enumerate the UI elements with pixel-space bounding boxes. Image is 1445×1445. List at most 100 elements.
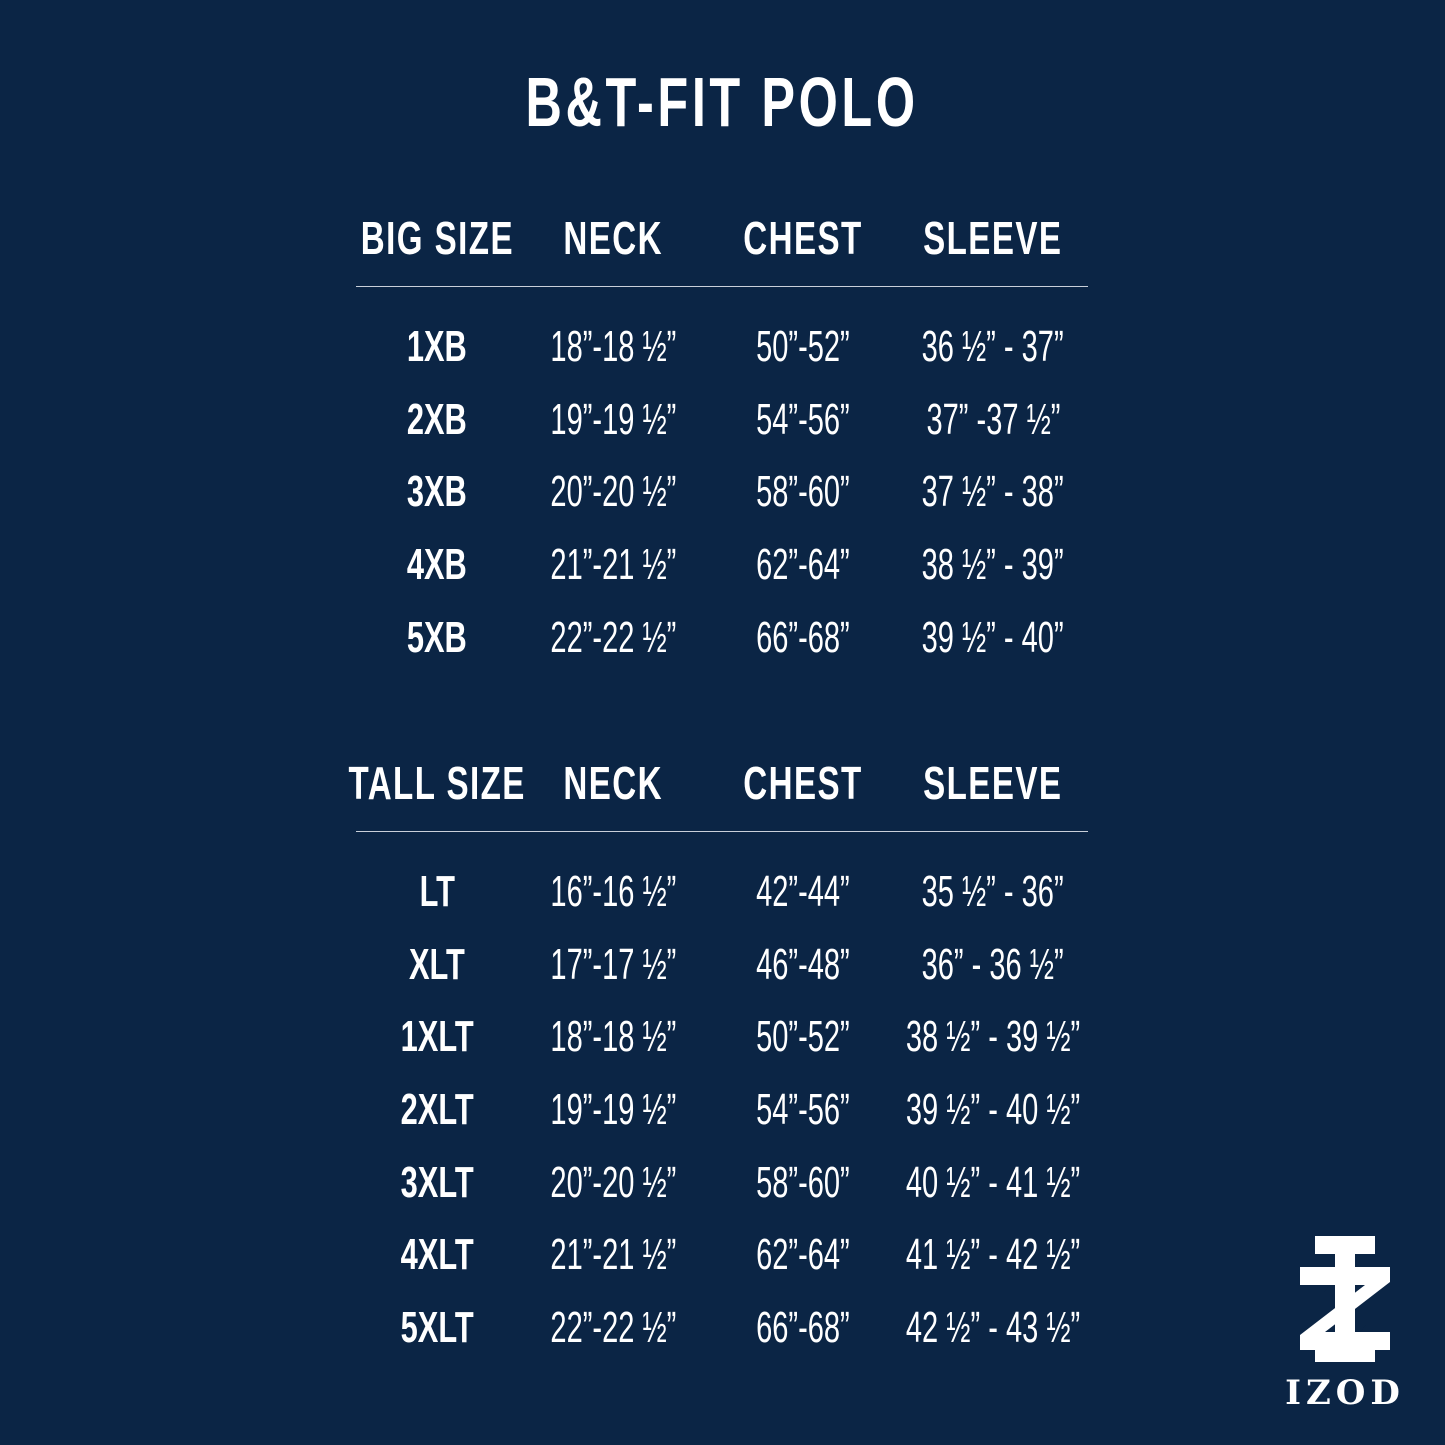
table-cell: 50”-52” xyxy=(708,1012,898,1062)
izod-logo-text: IZOD xyxy=(1285,1373,1405,1413)
table-cell: 36” - 36 ½” xyxy=(898,940,1088,990)
cell-text: 20”-20 ½” xyxy=(550,1157,676,1207)
column-header: BIG SIZE xyxy=(356,211,518,265)
cell-text: 35 ½” - 36” xyxy=(921,867,1065,917)
divider xyxy=(356,286,1088,287)
table-cell: 36 ½” - 37” xyxy=(898,322,1088,372)
big-size-table: BIG SIZE NECK CHEST SLEEVE 1XB 18”-18 ½” 50”-5… xyxy=(356,208,1088,674)
column-header-label: BIG SIZE xyxy=(360,212,514,264)
cell-text: 3XB xyxy=(407,467,467,517)
cell-text: 20”-20 ½” xyxy=(550,467,676,517)
size-label: 1XB xyxy=(356,322,518,372)
table-row: 2XLT 19”-19 ½” 54”-56” 39 ½” - 40 ½” xyxy=(356,1074,1088,1147)
table-cell: 19”-19 ½” xyxy=(518,395,708,445)
cell-text: 4XLT xyxy=(400,1230,474,1280)
column-header-label: CHEST xyxy=(743,757,863,809)
izod-monogram-icon xyxy=(1300,1236,1390,1362)
cell-text: 37” -37 ½” xyxy=(926,394,1060,444)
size-label: 3XLT xyxy=(356,1158,518,1208)
cell-text: 5XB xyxy=(407,612,467,662)
cell-text: 50”-52” xyxy=(756,1012,850,1062)
cell-text: XLT xyxy=(409,939,465,989)
table-cell: 22”-22 ½” xyxy=(518,1303,708,1353)
table-cell: 54”-56” xyxy=(708,1085,898,1135)
cell-text: 16”-16 ½” xyxy=(550,867,676,917)
table-cell: 20”-20 ½” xyxy=(518,467,708,517)
cell-text: 22”-22 ½” xyxy=(550,612,676,662)
cell-text: 62”-64” xyxy=(756,1230,850,1280)
table-cell: 40 ½” - 41 ½” xyxy=(898,1158,1088,1208)
cell-text: 17”-17 ½” xyxy=(550,939,676,989)
table-cell: 37 ½” - 38” xyxy=(898,467,1088,517)
table-cell: 22”-22 ½” xyxy=(518,613,708,663)
table-cell: 41 ½” - 42 ½” xyxy=(898,1230,1088,1280)
size-label: 5XB xyxy=(356,613,518,663)
cell-text: 2XB xyxy=(407,394,467,444)
table-header: TALL SIZE NECK CHEST SLEEVE xyxy=(348,753,1088,813)
column-header-label: TALL SIZE xyxy=(348,757,526,809)
size-label: 4XLT xyxy=(356,1230,518,1280)
cell-text: 40 ½” - 41 ½” xyxy=(905,1157,1081,1207)
cell-text: 1XB xyxy=(407,322,467,372)
column-header-label: NECK xyxy=(563,757,663,809)
cell-text: 46”-48” xyxy=(756,939,850,989)
table-cell: 50”-52” xyxy=(708,322,898,372)
column-header: SLEEVE xyxy=(898,756,1088,810)
cell-text: 36 ½” - 37” xyxy=(921,322,1065,372)
table-row: XLT 17”-17 ½” 46”-48” 36” - 36 ½” xyxy=(356,929,1088,1002)
cell-text: 58”-60” xyxy=(756,1157,850,1207)
table-cell: 21”-21 ½” xyxy=(518,540,708,590)
cell-text: 37 ½” - 38” xyxy=(921,467,1065,517)
cell-text: 42 ½” - 43 ½” xyxy=(905,1302,1081,1352)
table-header: BIG SIZE NECK CHEST SLEEVE xyxy=(356,208,1088,268)
tall-size-table: TALL SIZE NECK CHEST SLEEVE LT 16”-16 ½” 42”-4… xyxy=(348,753,1088,1365)
cell-text: 50”-52” xyxy=(756,322,850,372)
column-header-label: NECK xyxy=(563,212,663,264)
column-header-label: SLEEVE xyxy=(923,212,1063,264)
table-cell: 62”-64” xyxy=(708,1230,898,1280)
cell-text: 22”-22 ½” xyxy=(550,1302,676,1352)
cell-text: 5XLT xyxy=(400,1302,474,1352)
izod-logo: IZOD xyxy=(1280,1232,1410,1413)
column-header: CHEST xyxy=(708,211,898,265)
table-cell: 17”-17 ½” xyxy=(518,940,708,990)
table-row: 1XLT 18”-18 ½” 50”-52” 38 ½” - 39 ½” xyxy=(356,1001,1088,1074)
column-header-label: SLEEVE xyxy=(923,757,1063,809)
table-cell: 62”-64” xyxy=(708,540,898,590)
cell-text: 54”-56” xyxy=(756,394,850,444)
table-cell: 20”-20 ½” xyxy=(518,1158,708,1208)
column-header: TALL SIZE xyxy=(348,756,524,810)
cell-text: 39 ½” - 40” xyxy=(921,612,1065,662)
table-row: 4XLT 21”-21 ½” 62”-64” 41 ½” - 42 ½” xyxy=(356,1219,1088,1292)
table-cell: 46”-48” xyxy=(708,940,898,990)
table-row: LT 16”-16 ½” 42”-44” 35 ½” - 36” xyxy=(356,856,1088,929)
table-cell: 38 ½” - 39 ½” xyxy=(898,1012,1088,1062)
size-label: XLT xyxy=(356,940,518,990)
table-cell: 19”-19 ½” xyxy=(518,1085,708,1135)
table-cell: 42”-44” xyxy=(708,867,898,917)
cell-text: 66”-68” xyxy=(756,612,850,662)
column-header-label: CHEST xyxy=(743,212,863,264)
cell-text: 42”-44” xyxy=(756,867,850,917)
cell-text: 19”-19 ½” xyxy=(550,394,676,444)
size-label: 3XB xyxy=(356,467,518,517)
table-cell: 54”-56” xyxy=(708,395,898,445)
size-label: LT xyxy=(356,867,518,917)
table-cell: 58”-60” xyxy=(708,467,898,517)
cell-text: 1XLT xyxy=(400,1012,474,1062)
cell-text: 66”-68” xyxy=(756,1302,850,1352)
size-label: 1XLT xyxy=(356,1012,518,1062)
table-cell: 18”-18 ½” xyxy=(518,322,708,372)
cell-text: 39 ½” - 40 ½” xyxy=(905,1085,1081,1135)
table-cell: 39 ½” - 40 ½” xyxy=(898,1085,1088,1135)
table-cell: 66”-68” xyxy=(708,613,898,663)
cell-text: 2XLT xyxy=(400,1085,474,1135)
cell-text: 58”-60” xyxy=(756,467,850,517)
column-header: NECK xyxy=(518,756,708,810)
table-cell: 66”-68” xyxy=(708,1303,898,1353)
table-row: 4XB 21”-21 ½” 62”-64” 38 ½” - 39” xyxy=(356,529,1088,602)
cell-text: 54”-56” xyxy=(756,1085,850,1135)
table-cell: 35 ½” - 36” xyxy=(898,867,1088,917)
table-row: 5XLT 22”-22 ½” 66”-68” 42 ½” - 43 ½” xyxy=(356,1292,1088,1365)
column-header: CHEST xyxy=(708,756,898,810)
